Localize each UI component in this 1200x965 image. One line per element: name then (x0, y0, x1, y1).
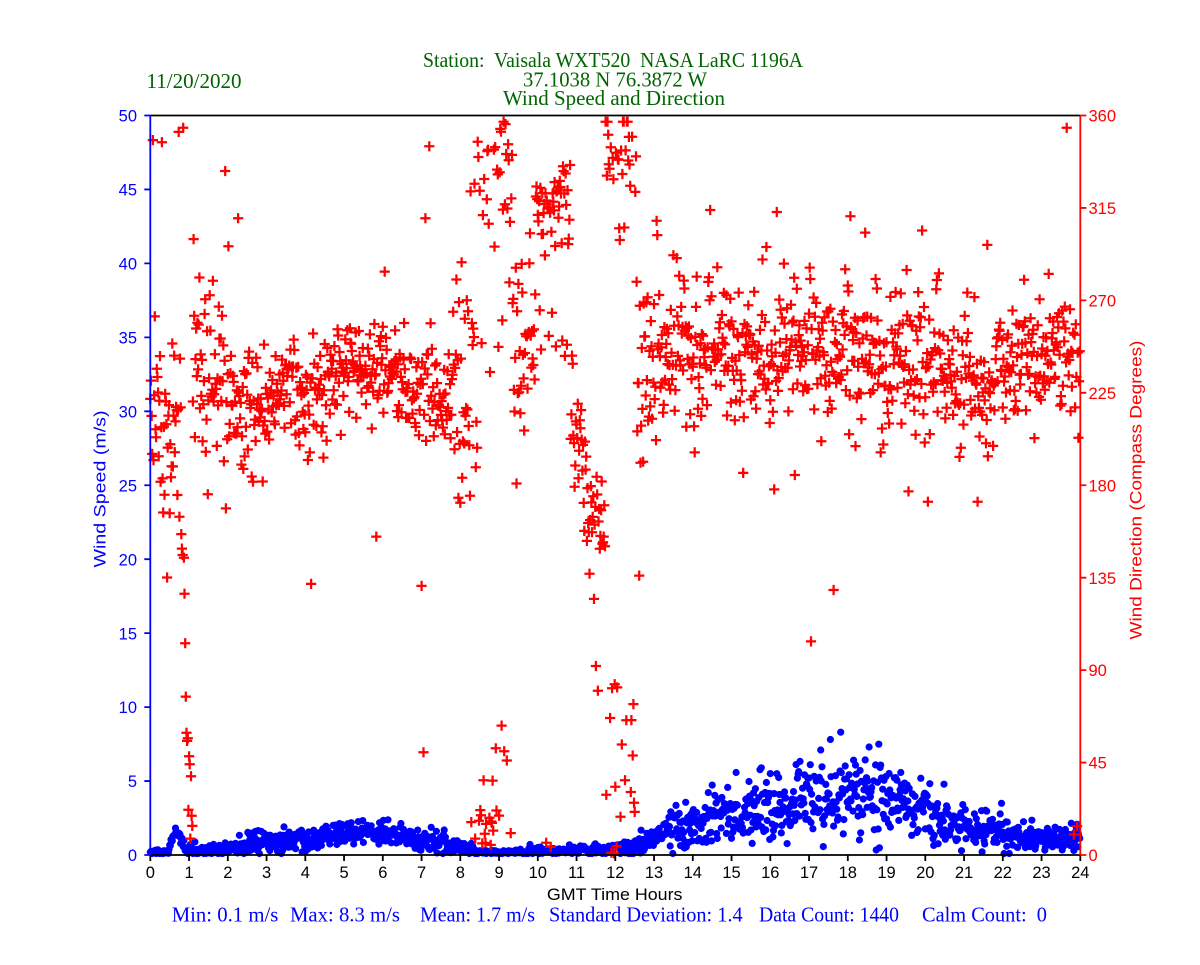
svg-text:3: 3 (262, 864, 271, 882)
svg-text:8: 8 (456, 864, 465, 882)
svg-text:225: 225 (1089, 385, 1117, 403)
svg-text:10: 10 (119, 699, 137, 717)
svg-text:2: 2 (223, 864, 232, 882)
svg-text:9: 9 (494, 864, 503, 882)
svg-text:4: 4 (301, 864, 310, 882)
svg-text:16: 16 (761, 864, 779, 882)
svg-text:14: 14 (684, 864, 702, 882)
svg-text:315: 315 (1089, 200, 1117, 218)
svg-text:37.1038 N 76.3872 W: 37.1038 N 76.3872 W (523, 67, 707, 91)
svg-text:360: 360 (1089, 108, 1117, 126)
svg-text:17: 17 (800, 864, 818, 882)
svg-text:Standard Deviation: 1.4: Standard Deviation: 1.4 (549, 903, 743, 927)
svg-text:0: 0 (128, 847, 137, 865)
svg-text:Wind Direction (Compass Degree: Wind Direction (Compass Degrees) (1127, 341, 1146, 640)
svg-text:1: 1 (184, 864, 193, 882)
svg-text:19: 19 (877, 864, 895, 882)
svg-text:Data Count: 1440: Data Count: 1440 (759, 903, 899, 927)
svg-text:Wind Speed and Direction: Wind Speed and Direction (503, 86, 725, 110)
svg-text:15: 15 (722, 864, 740, 882)
svg-text:0: 0 (146, 864, 155, 882)
svg-text:Wind Speed (m/s): Wind Speed (m/s) (91, 411, 110, 568)
svg-text:11: 11 (568, 864, 585, 882)
svg-text:24: 24 (1071, 864, 1089, 882)
svg-text:Calm Count: 0: Calm Count: 0 (922, 903, 1047, 927)
svg-text:25: 25 (119, 477, 137, 495)
svg-text:6: 6 (378, 864, 387, 882)
svg-text:30: 30 (119, 403, 137, 421)
svg-text:13: 13 (645, 864, 663, 882)
svg-text:23: 23 (1032, 864, 1050, 882)
svg-text:90: 90 (1089, 662, 1107, 680)
svg-text:135: 135 (1089, 570, 1117, 588)
svg-text:Station: Vaisala WXT520 NASA: Station: Vaisala WXT520 NASA LaRC 1196A (423, 48, 804, 72)
svg-text:20: 20 (916, 864, 934, 882)
svg-text:5: 5 (128, 773, 137, 791)
svg-text:Mean: 1.7 m/s: Mean: 1.7 m/s (420, 903, 535, 927)
svg-text:15: 15 (119, 625, 137, 643)
svg-text:Max: 8.3 m/s: Max: 8.3 m/s (290, 903, 400, 927)
svg-text:45: 45 (1089, 755, 1107, 773)
svg-text:40: 40 (119, 256, 137, 274)
svg-text:45: 45 (119, 182, 137, 200)
svg-text:7: 7 (417, 864, 426, 882)
svg-text:18: 18 (839, 864, 857, 882)
svg-text:22: 22 (994, 864, 1012, 882)
svg-text:20: 20 (119, 551, 137, 569)
svg-text:21: 21 (955, 864, 973, 882)
svg-text:270: 270 (1089, 292, 1117, 310)
svg-text:11/20/2020: 11/20/2020 (147, 69, 242, 93)
svg-text:12: 12 (606, 864, 624, 882)
svg-text:10: 10 (529, 864, 547, 882)
svg-text:50: 50 (119, 108, 137, 126)
svg-text:Min: 0.1 m/s: Min: 0.1 m/s (172, 903, 279, 927)
svg-text:35: 35 (119, 329, 137, 347)
svg-text:5: 5 (339, 864, 348, 882)
svg-text:180: 180 (1089, 477, 1117, 495)
svg-text:0: 0 (1089, 847, 1098, 865)
svg-text:GMT Time Hours: GMT Time Hours (547, 885, 683, 904)
